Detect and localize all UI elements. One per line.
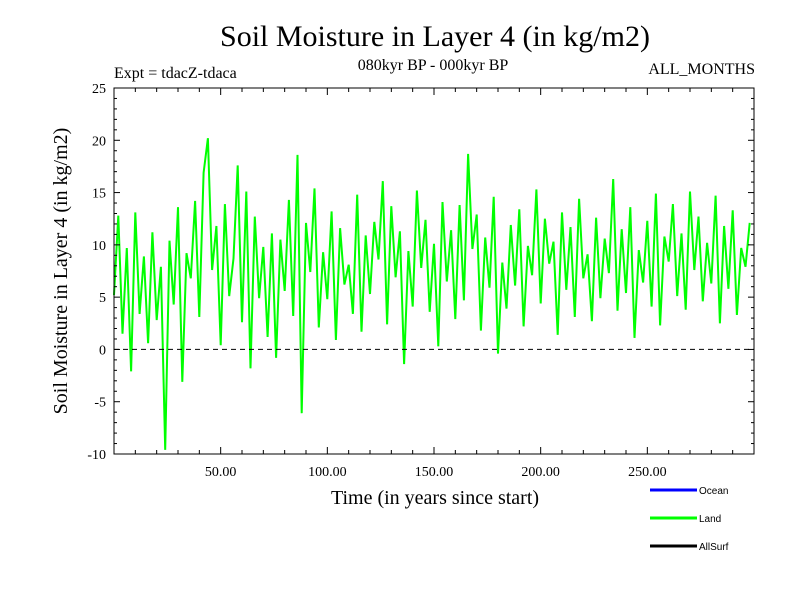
y-tick-label: 15 (92, 187, 106, 202)
legend-label-allsurf: AllSurf (699, 542, 729, 553)
experiment-label: Expt = tdacZ-tdaca (114, 65, 237, 82)
chart-title: Soil Moisture in Layer 4 (in kg/m2) (220, 20, 650, 53)
y-tick-label: 5 (99, 291, 106, 306)
axes-layer: -10 -5 0 5 10 15 20 25 50.00 100.00 150.00 200.00 25… (87, 82, 754, 480)
legend-label-ocean: Ocean (699, 486, 728, 497)
y-tick-label: 0 (99, 343, 106, 358)
months-label: ALL_MONTHS (648, 61, 755, 78)
x-tick-label: 100.00 (308, 465, 347, 480)
y-tick-label: -5 (94, 396, 106, 411)
y-axis-title: Soil Moisture in Layer 4 (in kg/m2) (50, 128, 72, 415)
x-tick-label: 200.00 (521, 465, 560, 480)
series-layer (113, 138, 751, 450)
legend: Ocean Land AllSurf (650, 486, 729, 553)
x-axis-title: Time (in years since start) (331, 487, 539, 509)
x-tick-label: 50.00 (205, 465, 237, 480)
legend-label-land: Land (699, 514, 721, 525)
chart-subtitle: 080kyr BP - 000kyr BP (358, 57, 509, 74)
y-tick-label: 20 (92, 134, 106, 149)
y-tick-label: 25 (92, 82, 106, 97)
x-tick-label: 150.00 (415, 465, 454, 480)
y-tick-label: -10 (87, 448, 106, 463)
x-tick-label: 250.00 (628, 465, 667, 480)
y-tick-label: 10 (92, 239, 106, 254)
series-line-land (113, 138, 751, 450)
